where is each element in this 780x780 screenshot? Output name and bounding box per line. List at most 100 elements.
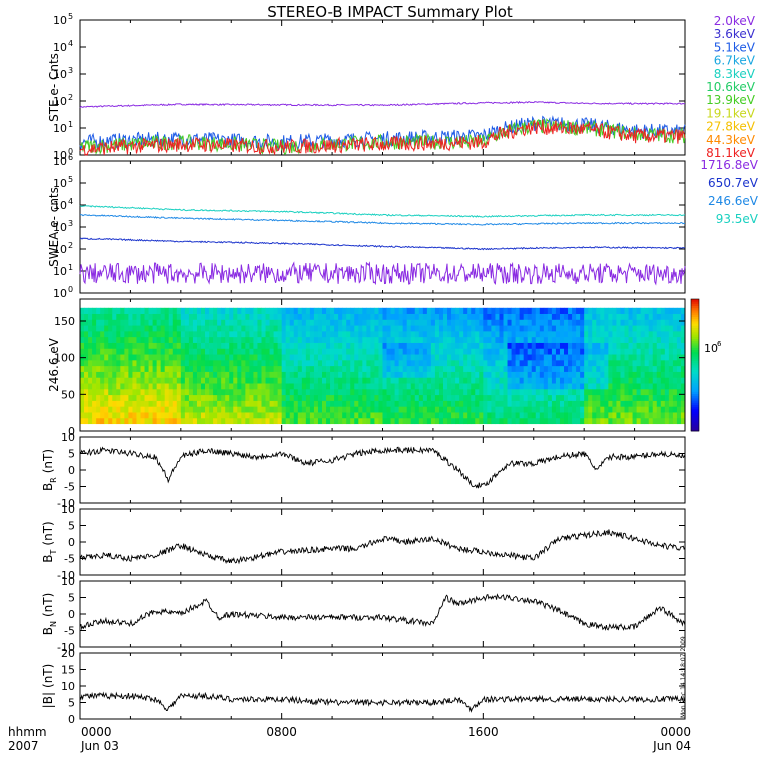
pad-cell	[136, 313, 141, 320]
pad-cell	[322, 417, 327, 425]
pad-cell	[515, 394, 521, 401]
pad-cell	[330, 377, 335, 384]
pad-cell	[422, 365, 428, 372]
pad-cell	[233, 377, 238, 384]
pad-cell	[257, 365, 262, 372]
pad-cell	[188, 412, 194, 419]
pad-cell	[160, 319, 166, 326]
pad-cell	[301, 313, 307, 320]
pad-cell	[233, 394, 238, 401]
pad-cell	[547, 319, 553, 326]
pad-cell	[192, 325, 198, 332]
pad-cell	[297, 394, 303, 401]
pad-cell	[84, 342, 89, 349]
pad-cell	[499, 412, 504, 419]
pad-cell	[108, 388, 113, 396]
pad-cell	[334, 325, 339, 332]
pad-cell	[632, 336, 637, 343]
pad-cell	[273, 313, 279, 320]
pad-cell	[499, 359, 504, 367]
pad-cell	[438, 406, 444, 413]
pad-cell	[213, 348, 218, 355]
pad-cell	[100, 307, 105, 314]
pad-cell	[209, 377, 214, 384]
pad-cell	[245, 394, 250, 401]
pad-cell	[632, 400, 637, 407]
pad-cell	[640, 330, 646, 338]
pad-cell	[309, 400, 315, 407]
pad-cell	[261, 325, 266, 332]
pad-cell	[632, 359, 637, 367]
pad-cell	[350, 307, 355, 314]
pad-cell	[245, 377, 250, 384]
pad-cell	[305, 383, 311, 390]
pad-cell	[229, 365, 234, 372]
pad-cell	[531, 394, 537, 401]
pad-cell	[451, 394, 456, 401]
pad-cell	[346, 365, 351, 372]
pad-cell	[535, 336, 541, 343]
pad-cell	[580, 307, 585, 314]
pad-cell	[503, 365, 508, 372]
pad-cell	[463, 359, 468, 367]
pad-cell	[596, 313, 601, 320]
pad-cell	[660, 348, 666, 355]
pad-cell	[535, 388, 541, 396]
pad-cell	[160, 406, 166, 413]
pad-cell	[180, 383, 186, 390]
pad-cell	[471, 325, 476, 332]
pad-cell	[100, 325, 105, 332]
pad-cell	[600, 359, 605, 367]
pad-cell	[374, 417, 379, 425]
pad-cell	[289, 359, 295, 367]
pad-cell	[620, 342, 625, 349]
pad-cell	[479, 406, 484, 413]
pad-cell	[184, 330, 190, 338]
pad-cell	[410, 336, 416, 343]
pad-cell	[148, 330, 153, 338]
pad-cell	[370, 348, 375, 355]
pad-cell	[309, 313, 315, 320]
pad-cell	[346, 383, 351, 390]
pad-cell	[547, 377, 553, 384]
bmag-ytick-label: 10	[61, 680, 75, 693]
pad-cell	[580, 342, 585, 349]
pad-cell	[463, 383, 468, 390]
pad-cell	[148, 412, 153, 419]
pad-cell	[285, 412, 291, 419]
pad-cell	[354, 388, 359, 396]
pad-cell	[398, 377, 404, 384]
pad-cell	[136, 394, 141, 401]
pad-cell	[410, 394, 416, 401]
pad-cell	[438, 383, 444, 390]
pad-cell	[386, 377, 391, 384]
pad-cell	[410, 359, 416, 367]
pad-cell	[188, 371, 194, 378]
pad-cell	[438, 400, 444, 407]
pad-cell	[374, 313, 379, 320]
pad-cell	[600, 336, 605, 343]
pad-cell	[564, 371, 569, 378]
colorbar-segment	[691, 360, 699, 364]
pad-cell	[326, 354, 331, 361]
pad-cell	[463, 400, 468, 407]
pad-cell	[104, 371, 109, 378]
pad-cell	[580, 394, 585, 401]
bmag-frame	[79, 652, 686, 720]
pad-cell	[144, 365, 149, 372]
pad-cell	[221, 406, 226, 413]
pad-cell	[382, 307, 387, 314]
pad-cell	[80, 330, 85, 338]
pad-cell	[656, 388, 662, 396]
pad-cell	[394, 400, 400, 407]
pad-cell	[96, 417, 101, 425]
pad-cell	[644, 313, 650, 320]
pad-cell	[636, 406, 642, 413]
pad-cell	[616, 412, 621, 419]
pad-cell	[334, 400, 339, 407]
pad-cell	[620, 359, 625, 367]
pad-cell	[539, 377, 545, 384]
pad-cell	[301, 412, 307, 419]
pad-cell	[136, 406, 141, 413]
pad-cell	[136, 417, 141, 425]
